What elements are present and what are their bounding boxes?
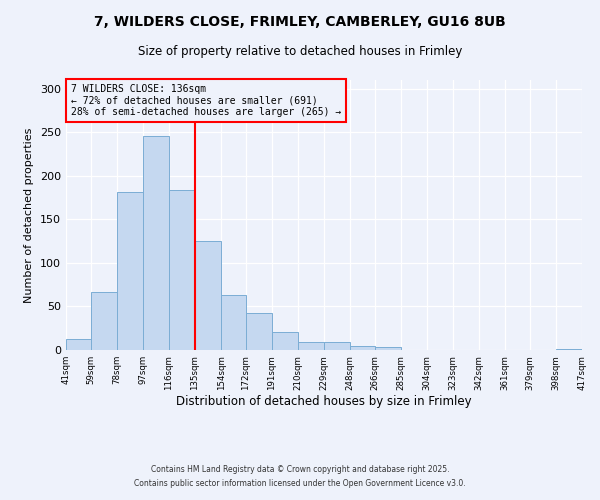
Bar: [375, 346, 401, 350]
Text: 7 WILDERS CLOSE: 136sqm
← 72% of detached houses are smaller (691)
28% of semi-d: 7 WILDERS CLOSE: 136sqm ← 72% of detache…: [71, 84, 341, 117]
Bar: [117, 192, 143, 350]
Text: 7, WILDERS CLOSE, FRIMLEY, CAMBERLEY, GU16 8UB: 7, WILDERS CLOSE, FRIMLEY, CAMBERLEY, GU…: [94, 15, 506, 29]
Bar: [66, 338, 91, 350]
Bar: [169, 190, 195, 350]
Text: Contains HM Land Registry data © Crown copyright and database right 2025.
Contai: Contains HM Land Registry data © Crown c…: [134, 466, 466, 487]
Text: Size of property relative to detached houses in Frimley: Size of property relative to detached ho…: [138, 45, 462, 58]
Y-axis label: Number of detached properties: Number of detached properties: [25, 128, 34, 302]
Bar: [298, 342, 324, 350]
Bar: [221, 295, 246, 350]
Bar: [324, 342, 350, 350]
Bar: [246, 314, 272, 350]
Bar: [556, 349, 582, 350]
Bar: [195, 241, 221, 350]
Bar: [143, 136, 169, 350]
X-axis label: Distribution of detached houses by size in Frimley: Distribution of detached houses by size …: [176, 396, 472, 408]
Bar: [272, 332, 298, 350]
Bar: [91, 292, 117, 350]
Bar: [350, 346, 375, 350]
